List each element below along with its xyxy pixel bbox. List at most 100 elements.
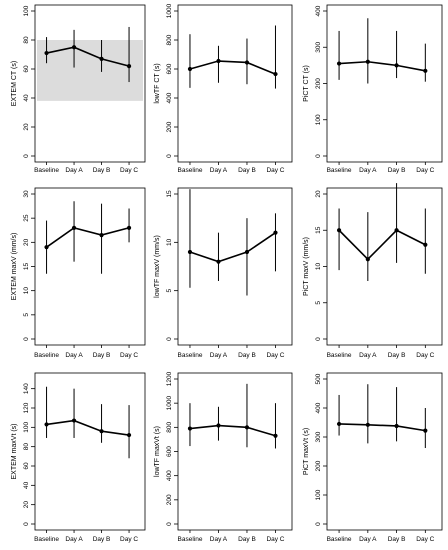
y-tick-label: 0 [23, 154, 30, 158]
y-axis-title: PiCT CT (s) [303, 65, 310, 102]
y-tick-label: 200 [166, 121, 173, 132]
y-tick-label: 20 [315, 190, 322, 198]
y-tick-label: 10 [166, 238, 173, 246]
series-line [46, 226, 130, 248]
data-point [216, 259, 221, 264]
x-tick-label: Baseline [34, 167, 59, 174]
y-axis-title: lowTF maxVt (s) [154, 426, 161, 477]
plot-frame [34, 4, 146, 163]
x-tick-label: Day A [210, 167, 228, 174]
y-tick-label: 15 [315, 226, 322, 234]
y-tick-label: 800 [166, 34, 173, 45]
data-point [365, 257, 370, 262]
reference-range-band [37, 40, 143, 101]
data-point [244, 249, 250, 255]
series-line [189, 60, 276, 75]
data-point [99, 232, 104, 238]
y-tick-label: 400 [315, 5, 322, 16]
x-tick-label: Day A [65, 536, 83, 543]
x-tick-label: Day A [359, 536, 377, 543]
y-tick-label: 1200 [166, 371, 173, 386]
x-tick-label: Day C [416, 167, 434, 174]
x-tick-label: Day A [65, 352, 83, 359]
plot-frame [326, 4, 443, 163]
chart-panel-6: 0 5 10 15 20 PiCT maxV (mm/s) Baseline Day A Day… [303, 183, 443, 359]
y-tick-label: 100 [315, 489, 322, 500]
y-tick-label: 200 [315, 460, 322, 471]
y-tick-label: 300 [315, 41, 322, 52]
data-point [394, 63, 399, 68]
plot-frame [177, 4, 293, 163]
x-tick-label: Day B [238, 352, 256, 359]
x-tick-label: Day C [120, 536, 138, 543]
x-tick-label: Day B [388, 167, 406, 174]
y-axis-title: EXTEM maxV (mm/s) [11, 233, 18, 301]
series-line [339, 423, 426, 432]
plot-frame [177, 372, 293, 531]
y-tick-label: 0 [315, 522, 322, 526]
data-point [126, 432, 132, 438]
x-tick-label: Baseline [327, 352, 352, 359]
data-point [216, 58, 221, 64]
x-tick-label: Day B [93, 167, 111, 174]
y-tick-label: 200 [166, 494, 173, 505]
y-tick-label: 600 [166, 63, 173, 74]
y-tick-label: 100 [23, 422, 30, 433]
data-point [126, 225, 132, 230]
x-tick-label: Baseline [178, 352, 203, 359]
y-tick-label: 10 [315, 263, 322, 271]
y-tick-label: 80 [23, 443, 30, 451]
chart-panel-7: 0 20 40 60 80 100 120 140 EXTEM maxVt (s) Baselin… [11, 372, 146, 543]
y-axis-title: EXTEM CT (s) [11, 61, 18, 106]
data-point [187, 426, 193, 431]
x-tick-label: Day A [65, 167, 83, 174]
x-tick-label: Baseline [34, 536, 59, 543]
data-point [365, 59, 370, 64]
data-point [71, 45, 77, 50]
y-tick-label: 15 [166, 190, 173, 198]
y-tick-label: 0 [23, 337, 30, 341]
x-tick-label: Day B [388, 536, 406, 543]
x-tick-label: Day C [266, 167, 284, 174]
y-tick-label: 5 [315, 301, 322, 305]
y-axis-title: PiCT maxVt (s) [303, 428, 310, 475]
y-tick-label: 0 [315, 154, 322, 158]
data-point [273, 71, 278, 77]
x-tick-label: Day C [266, 536, 284, 543]
plot-frame [34, 187, 146, 346]
y-tick-label: 0 [166, 522, 173, 526]
y-tick-label: 800 [166, 422, 173, 433]
y-tick-label: 25 [23, 214, 30, 222]
y-tick-label: 0 [166, 154, 173, 158]
series-line [338, 229, 426, 261]
data-point [71, 418, 77, 423]
y-tick-label: 120 [23, 402, 30, 413]
data-point [244, 60, 250, 65]
chart-panel-4: 0 5 10 15 20 25 30 EXTEM maxV (mm/s) Baseline Day… [11, 187, 146, 359]
data-point [365, 422, 370, 427]
x-tick-label: Baseline [178, 536, 203, 543]
y-tick-label: 140 [23, 383, 30, 394]
y-tick-label: 10 [23, 287, 30, 295]
x-tick-label: Day C [120, 352, 138, 359]
y-tick-label: 200 [315, 78, 322, 89]
chart-panel-1: 0 20 40 60 80 100 EXTEM CT (s) Baseline Day A Day… [11, 4, 146, 174]
series-line [189, 424, 276, 437]
y-tick-label: 20 [23, 238, 30, 246]
chart-panel-8: 0 200 400 600 800 1000 1200 lowTF maxVt (s) Base… [154, 371, 293, 543]
plot-frame [326, 372, 443, 531]
y-tick-label: 80 [23, 36, 30, 44]
x-tick-label: Day C [416, 352, 434, 359]
data-point [126, 64, 132, 69]
data-point [423, 242, 428, 247]
series-line [189, 232, 276, 263]
data-point [273, 433, 278, 438]
y-tick-label: 60 [23, 65, 30, 73]
data-point [394, 423, 399, 429]
y-tick-label: 100 [315, 114, 322, 125]
data-point [99, 56, 104, 61]
y-axis-title: PiCT maxV (mm/s) [303, 237, 310, 296]
chart-panel-5: 0 5 10 15 lowTF maxV (mm/s) Baseline Day A Day … [154, 187, 293, 359]
y-tick-label: 60 [23, 462, 30, 470]
data-point [216, 423, 221, 428]
